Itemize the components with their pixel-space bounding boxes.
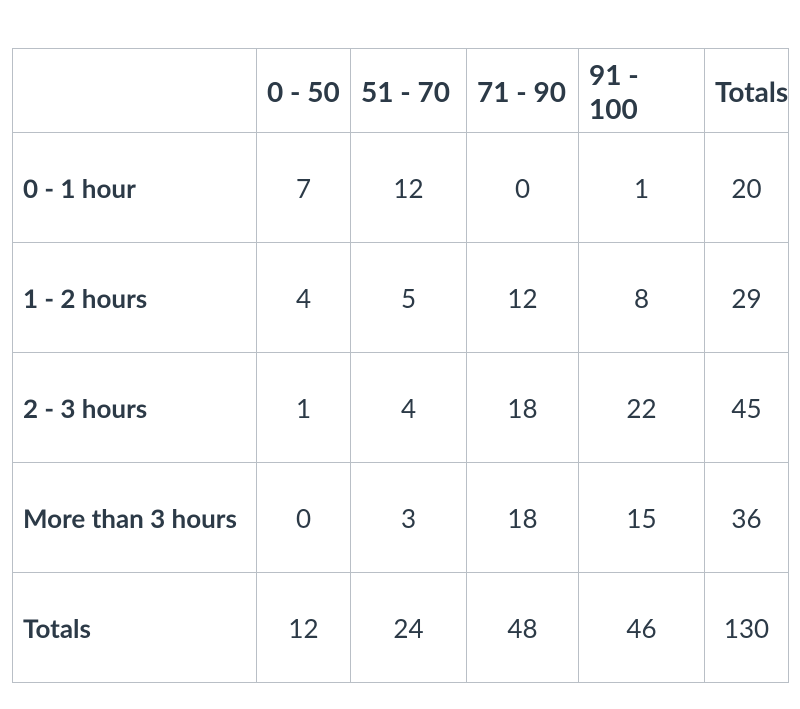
table-row: 0 - 1 hour 7 12 0 1 20 (13, 133, 789, 243)
table-cell: 24 (351, 573, 467, 683)
data-table: 0 - 50 51 - 70 71 - 90 91 - 100 Totals 0… (12, 48, 789, 683)
table-header-row: 0 - 50 51 - 70 71 - 90 91 - 100 Totals (13, 49, 789, 133)
col-header-0-50: 0 - 50 (257, 49, 351, 133)
table-cell: 48 (467, 573, 579, 683)
table-row: 1 - 2 hours 4 5 12 8 29 (13, 243, 789, 353)
table-cell: 0 (257, 463, 351, 573)
table-cell: 5 (351, 243, 467, 353)
table-cell: 18 (467, 463, 579, 573)
table-cell: 45 (705, 353, 789, 463)
table-cell: 22 (579, 353, 705, 463)
col-header-51-70: 51 - 70 (351, 49, 467, 133)
table-cell: 15 (579, 463, 705, 573)
table-cell: 1 (257, 353, 351, 463)
row-header: 0 - 1 hour (13, 133, 257, 243)
table-row: More than 3 hours 0 3 18 15 36 (13, 463, 789, 573)
table-cell: 29 (705, 243, 789, 353)
table-cell: 130 (705, 573, 789, 683)
table-cell: 4 (257, 243, 351, 353)
table-row: 2 - 3 hours 1 4 18 22 45 (13, 353, 789, 463)
table-cell: 0 (467, 133, 579, 243)
table-cell: 12 (257, 573, 351, 683)
row-header-totals: Totals (13, 573, 257, 683)
table-cell: 1 (579, 133, 705, 243)
row-header: 2 - 3 hours (13, 353, 257, 463)
row-header: 1 - 2 hours (13, 243, 257, 353)
col-header-blank (13, 49, 257, 133)
col-header-71-90: 71 - 90 (467, 49, 579, 133)
table-cell: 3 (351, 463, 467, 573)
table-cell: 20 (705, 133, 789, 243)
table-cell: 18 (467, 353, 579, 463)
table-cell: 12 (467, 243, 579, 353)
table-cell: 4 (351, 353, 467, 463)
table-row-totals: Totals 12 24 48 46 130 (13, 573, 789, 683)
table-cell: 36 (705, 463, 789, 573)
table-cell: 12 (351, 133, 467, 243)
table-cell: 46 (579, 573, 705, 683)
table-cell: 7 (257, 133, 351, 243)
col-header-totals: Totals (705, 49, 789, 133)
row-header: More than 3 hours (13, 463, 257, 573)
table-cell: 8 (579, 243, 705, 353)
col-header-91-100: 91 - 100 (579, 49, 705, 133)
